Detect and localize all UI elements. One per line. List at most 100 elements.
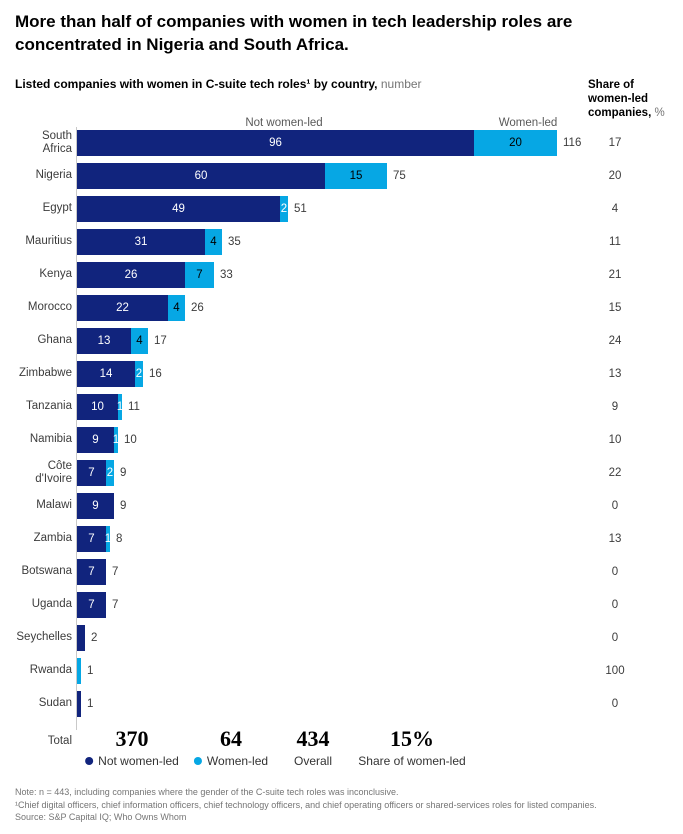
bar-total-label: 116 bbox=[563, 136, 582, 149]
bar-value-women-led: 1 bbox=[116, 400, 124, 413]
share-value: 0 bbox=[611, 598, 619, 611]
legend-label: Overall bbox=[293, 754, 333, 768]
bar-segment-women-led: 4 bbox=[168, 294, 185, 321]
legend-label: Share of women-led bbox=[358, 754, 466, 768]
bar-total-label: 11 bbox=[128, 400, 140, 413]
chart-row: Seychelles 2 0 bbox=[0, 621, 683, 654]
chart-row: Zimbabwe 14 2 16 13 bbox=[0, 357, 683, 390]
footnotes: Note: n = 443, including companies where… bbox=[15, 786, 675, 824]
share-value: 100 bbox=[605, 664, 625, 677]
country-label: Côte d'Ivoire bbox=[35, 459, 72, 485]
bar-total-label: 35 bbox=[228, 235, 241, 248]
share-value: 21 bbox=[608, 268, 622, 281]
legend-item: Overall bbox=[294, 754, 332, 768]
bar-segment-not-women-led: 31 bbox=[77, 228, 205, 255]
bar-segment-women-led: 15 bbox=[325, 162, 387, 189]
country-label: Uganda bbox=[31, 598, 72, 610]
share-value: 9 bbox=[611, 400, 619, 413]
bar-segment-women-led: 7 bbox=[185, 261, 214, 288]
footnote-definition: ¹Chief digital officers, chief informati… bbox=[15, 799, 597, 810]
bar-value-women-led: 4 bbox=[173, 301, 180, 314]
bar-total-label: 51 bbox=[294, 202, 307, 215]
legend-dot-cyan-icon bbox=[193, 757, 202, 765]
country-label: Seychelles bbox=[16, 631, 72, 643]
country-label: Botswana bbox=[21, 565, 72, 577]
bar-segment-women-led bbox=[114, 426, 118, 453]
baseline-axis bbox=[76, 127, 77, 730]
bar-segment-women-led bbox=[106, 459, 114, 486]
bar-segment-not-women-led: 49 bbox=[77, 195, 280, 222]
bar-value-women-led: 4 bbox=[136, 334, 143, 347]
share-value: 0 bbox=[611, 697, 619, 710]
bar-value-not-women-led: 96 bbox=[269, 136, 282, 149]
bar-value-women-led: 1 bbox=[104, 532, 112, 545]
bar-total-label: 33 bbox=[220, 268, 233, 281]
bar-total-label: 7 bbox=[112, 598, 119, 611]
total-value: 15% bbox=[389, 726, 434, 751]
bar-segment-not-women-led: 10 bbox=[77, 393, 118, 420]
chart-row: Côte d'Ivoire 7 2 9 22 bbox=[0, 456, 683, 489]
share-value: 20 bbox=[608, 169, 622, 182]
bar-value-women-led: 1 bbox=[112, 433, 120, 446]
bar-value-women-led: 2 bbox=[106, 466, 114, 479]
bar-total-label: 2 bbox=[91, 631, 98, 644]
bar-segment-not-women-led: 9 bbox=[77, 492, 114, 519]
bar-value-women-led: 4 bbox=[210, 235, 217, 248]
chart-row: Egypt 49 2 51 4 bbox=[0, 192, 683, 225]
country-label: Egypt bbox=[42, 202, 72, 214]
bar-total-label: 1 bbox=[87, 697, 94, 710]
chart-row: Namibia 9 1 10 10 bbox=[0, 423, 683, 456]
chart-row: Nigeria 60 15 75 20 bbox=[0, 159, 683, 192]
bar: 2 bbox=[77, 624, 98, 651]
total-value: 370 bbox=[115, 726, 149, 751]
bar-value-not-women-led: 13 bbox=[97, 334, 111, 347]
share-header-unit: % bbox=[654, 107, 665, 119]
country-label: Kenya bbox=[39, 268, 72, 280]
country-label: Rwanda bbox=[29, 664, 72, 676]
bar-segment-not-women-led bbox=[77, 624, 85, 651]
chart-row: Malawi 9 9 0 bbox=[0, 489, 683, 522]
bar-total-label: 8 bbox=[116, 532, 123, 545]
bar-segment-not-women-led: 9 bbox=[77, 426, 114, 453]
country-label: Ghana bbox=[37, 334, 72, 346]
country-label: Nigeria bbox=[35, 169, 72, 181]
share-value: 24 bbox=[608, 334, 622, 347]
share-value: 15 bbox=[608, 301, 622, 314]
country-label: Malawi bbox=[36, 499, 72, 511]
chart-row: Sudan 1 0 bbox=[0, 687, 683, 720]
bar: 49 2 51 bbox=[77, 195, 307, 222]
bar-segment-not-women-led: 7 bbox=[77, 459, 106, 486]
bar-total-label: 10 bbox=[124, 433, 137, 446]
share-value: 0 bbox=[611, 499, 619, 512]
bar: 10 1 11 bbox=[77, 393, 140, 420]
chart-row: Rwanda 1 100 bbox=[0, 654, 683, 687]
page-title: More than half of companies with women i… bbox=[15, 12, 573, 54]
bar-segment-women-led: 20 bbox=[474, 129, 557, 156]
chart-row: Kenya 26 7 33 21 bbox=[0, 258, 683, 291]
share-header-line3-bold: companies, bbox=[588, 107, 652, 119]
share-value: 0 bbox=[611, 565, 619, 578]
bar-segment-not-women-led: 7 bbox=[77, 558, 106, 585]
country-label: Tanzania bbox=[25, 400, 72, 412]
bar-segment-not-women-led: 22 bbox=[77, 294, 168, 321]
bar-total-label: 9 bbox=[120, 499, 127, 512]
chart-row: Botswana 7 7 0 bbox=[0, 555, 683, 588]
chart-row: Ghana 13 4 17 24 bbox=[0, 324, 683, 357]
share-header-line1: Share of bbox=[588, 79, 635, 91]
legend-item: Not women-led bbox=[85, 754, 179, 768]
bar-segment-women-led bbox=[135, 360, 143, 387]
bar-value-not-women-led: 31 bbox=[134, 235, 148, 248]
bar-value-not-women-led: 14 bbox=[99, 367, 113, 380]
bar-segment-women-led: 4 bbox=[131, 327, 148, 354]
bar-segment-not-women-led: 7 bbox=[77, 525, 106, 552]
bar-total-label: 9 bbox=[120, 466, 127, 479]
bar-value-women-led: 2 bbox=[135, 367, 143, 380]
country-label: Zambia bbox=[33, 532, 72, 544]
bar-value-not-women-led: 7 bbox=[88, 466, 95, 479]
total-value: 434 bbox=[296, 726, 330, 751]
total-group-1: 370 Not women-led bbox=[85, 727, 179, 768]
chart-subtitle: Listed companies with women in C-suite t… bbox=[15, 77, 422, 91]
